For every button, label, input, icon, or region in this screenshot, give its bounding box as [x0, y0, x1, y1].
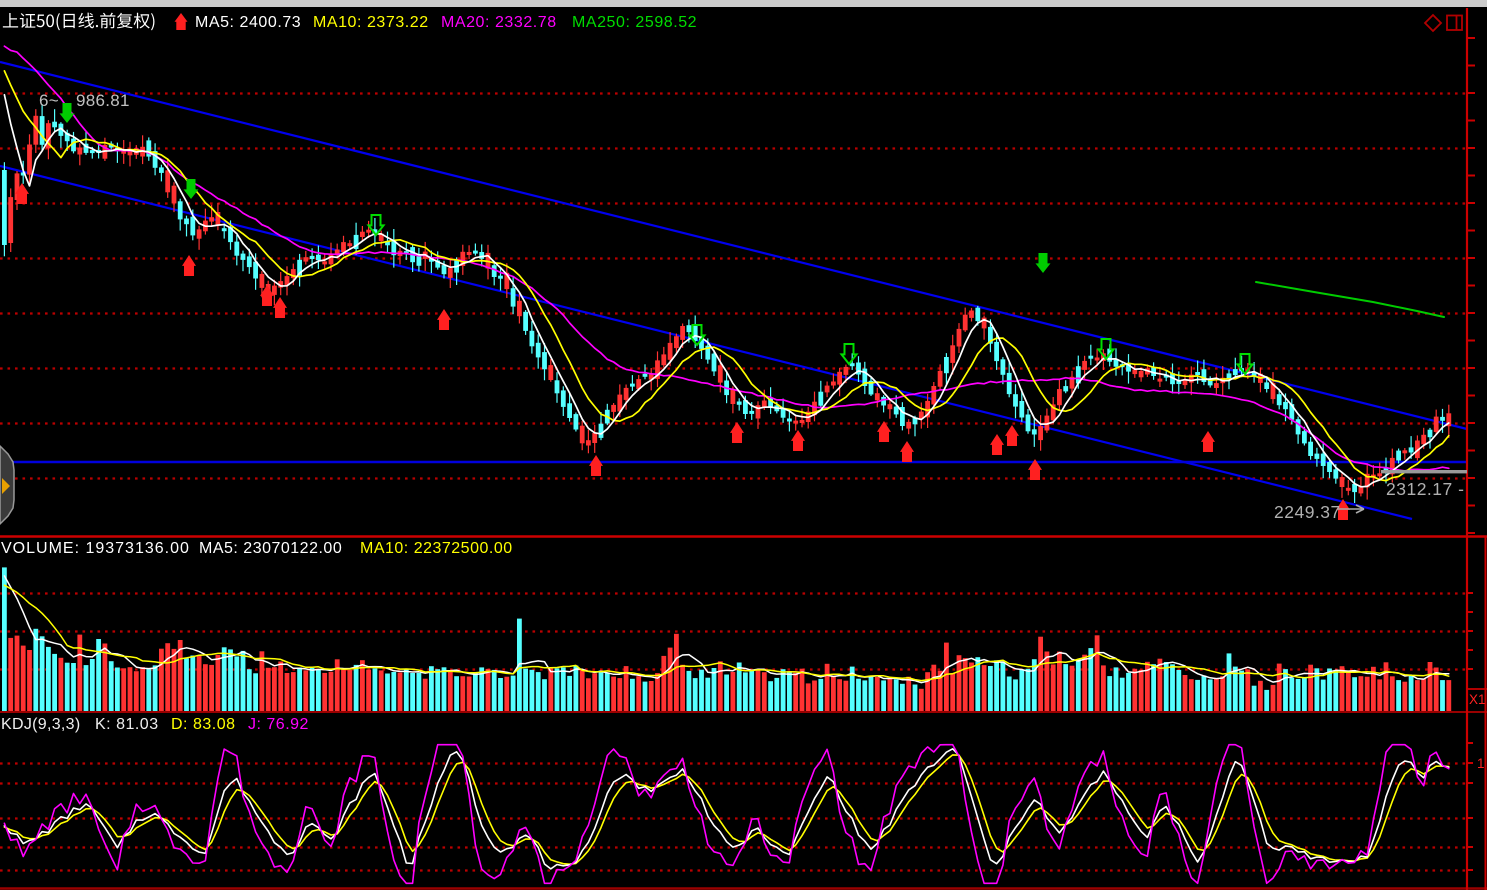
- svg-text:MA250: 2598.52: MA250: 2598.52: [572, 14, 697, 31]
- svg-text:X1: X1: [1469, 692, 1486, 707]
- svg-text:MA10: 22372500.00: MA10: 22372500.00: [360, 540, 513, 557]
- svg-text:1: 1: [1477, 756, 1485, 771]
- svg-text:MA5: 2400.73: MA5: 2400.73: [195, 14, 301, 31]
- svg-text:D: 83.08: D: 83.08: [171, 716, 235, 733]
- svg-text:VOLUME: 19373136.00: VOLUME: 19373136.00: [1, 540, 190, 557]
- svg-text:MA20: 2332.78: MA20: 2332.78: [441, 14, 557, 31]
- svg-text:986.81: 986.81: [76, 91, 130, 110]
- svg-text:MA10: 2373.22: MA10: 2373.22: [313, 14, 429, 31]
- svg-text:6~: 6~: [39, 91, 59, 110]
- svg-text:2249.37: 2249.37: [1274, 502, 1341, 522]
- svg-text:MA5: 23070122.00: MA5: 23070122.00: [199, 540, 342, 557]
- svg-text:2312.17 -: 2312.17 -: [1386, 479, 1464, 499]
- svg-text:J: 76.92: J: 76.92: [248, 716, 309, 733]
- svg-text:KDJ(9,3,3): KDJ(9,3,3): [1, 716, 80, 733]
- svg-text:K: 81.03: K: 81.03: [95, 716, 159, 733]
